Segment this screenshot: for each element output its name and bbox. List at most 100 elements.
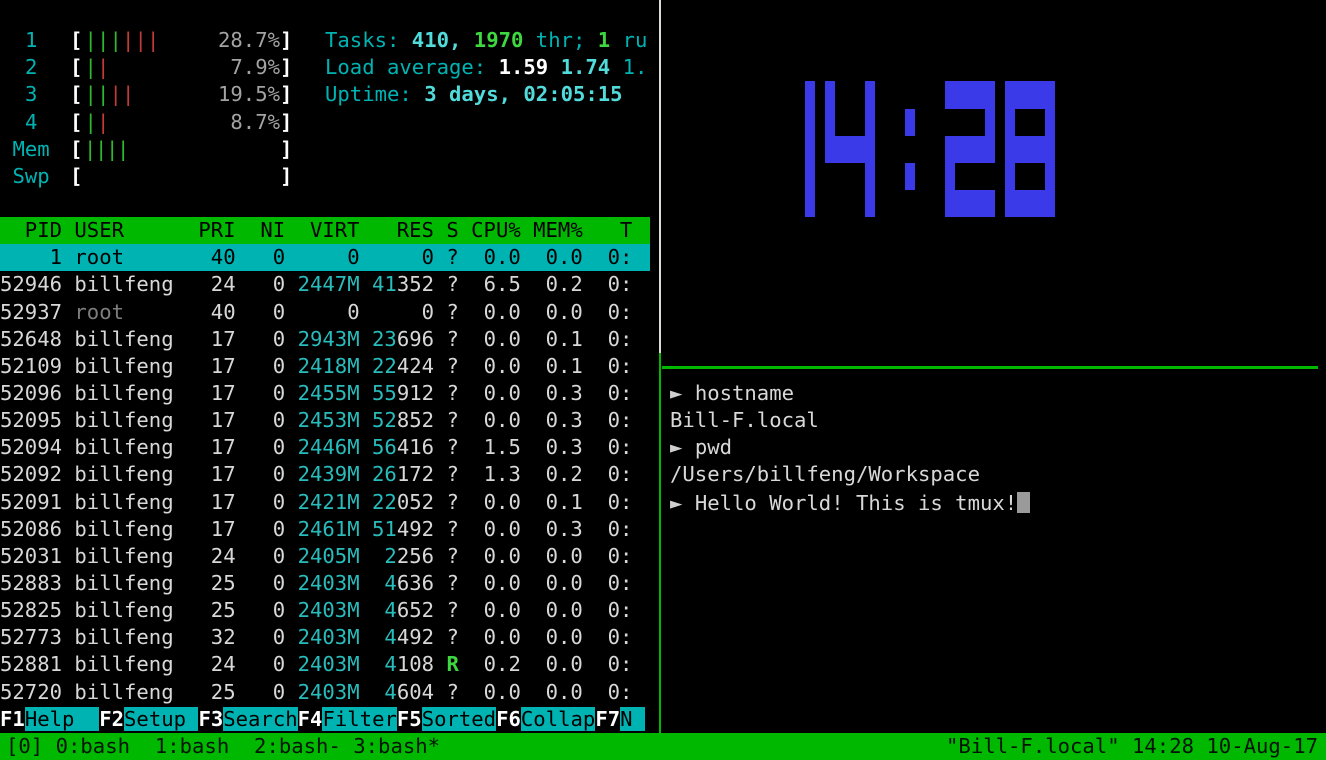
status-window-2bash[interactable]: 2:bash- xyxy=(254,733,341,758)
meter-open-bracket: [ xyxy=(70,163,83,188)
cell-user: root xyxy=(74,299,199,324)
cell-res-pad xyxy=(360,598,385,622)
fkey-label: Collap xyxy=(520,706,596,731)
cell-cpu-mem-time: 0.0 0.3 0: xyxy=(458,408,633,433)
cell-res-lo: 172 xyxy=(396,462,447,487)
tasks-line-seg: ru xyxy=(622,28,648,53)
cell-user: billfeng xyxy=(74,598,199,623)
process-row[interactable]: 52091 billfeng 17 0 2421M 22052 ? 0.0 0.… xyxy=(0,489,650,516)
cell-res-hi: 2 xyxy=(384,543,397,568)
cell-virt: 2421M xyxy=(297,489,360,514)
cell-virt: 2943M xyxy=(297,326,360,351)
cell-res-pad xyxy=(360,462,372,486)
fkey-f6[interactable]: F6Collap xyxy=(496,706,596,731)
clock-cell xyxy=(865,81,876,109)
process-row[interactable]: 52881 billfeng 24 0 2403M 4108 R 0.2 0.0… xyxy=(0,651,650,678)
cpu-percent: 8.7% xyxy=(230,109,280,134)
cell-state: ? xyxy=(446,489,459,514)
cell-pid: 52773 xyxy=(0,625,75,650)
tmux-status-bar: [0] 0:bash 1:bash 2:bash- 3:bash* "Bill-… xyxy=(0,732,1326,760)
process-row[interactable]: 52109 billfeng 17 0 2418M 22424 ? 0.0 0.… xyxy=(0,353,650,380)
status-session-info: "Bill-F.local" 14:28 10-Aug-17 xyxy=(946,733,1318,758)
fkey-f5[interactable]: F5Sorted xyxy=(397,706,497,731)
process-row[interactable]: 52883 billfeng 25 0 2403M 4636 ? 0.0 0.0… xyxy=(0,570,650,597)
load-average-line-seg: 1. xyxy=(622,55,648,80)
status-window-0bash[interactable]: 0:bash xyxy=(55,733,131,758)
cell-cpu-mem-time: 0.0 0.0 0: xyxy=(458,571,633,595)
cell-cpu-mem-time: 0.0 0.0 0: xyxy=(458,299,633,324)
tasks-line-seg: 1 xyxy=(597,28,623,53)
process-row[interactable]: 52946 billfeng 24 0 2447M 41352 ? 6.5 0.… xyxy=(0,271,650,298)
cell-state: R xyxy=(446,652,459,677)
process-table-header[interactable]: PID USER PRI NI VIRT RES S CPU% MEM% T xyxy=(0,217,650,245)
cpu-meter-label: 2 xyxy=(25,55,38,80)
fkey-f7[interactable]: F7N xyxy=(595,706,645,731)
shell-text: hostname xyxy=(694,381,795,405)
clock-cell xyxy=(975,135,986,164)
process-row[interactable]: 1 root 40 0 0 0 ? 0.0 0.0 0: xyxy=(0,244,650,272)
fkey-f1[interactable]: F1Help xyxy=(0,706,100,731)
cell-res-hi: 4 xyxy=(384,679,397,704)
clock-cell xyxy=(1045,81,1056,109)
fkey-number: F7 xyxy=(595,706,621,731)
cell-res-lo: 424 xyxy=(396,353,447,378)
cell-pid: 52109 xyxy=(0,353,75,378)
clock-cell xyxy=(1005,162,1016,191)
process-row[interactable]: 52096 billfeng 17 0 2455M 55912 ? 0.0 0.… xyxy=(0,380,650,407)
load-average-line-seg: Load average: xyxy=(325,55,499,80)
cpu-bar-red: | xyxy=(147,28,160,53)
load-average-line-seg: 1.74 xyxy=(560,55,623,80)
cell-state: ? xyxy=(446,598,459,623)
cpu-bar-green: | xyxy=(97,82,110,107)
cell-res-hi: 55 xyxy=(372,381,397,405)
process-row[interactable]: 52031 billfeng 24 0 2405M 2256 ? 0.0 0.0… xyxy=(0,543,650,570)
tasks-line-seg: thr; xyxy=(535,28,598,53)
cell-res-pad xyxy=(360,625,385,649)
fkey-f2[interactable]: F2Setup xyxy=(99,706,199,731)
cell-cpu-mem-time: 0.0 0.0 0: xyxy=(458,245,633,270)
fkey-f3[interactable]: F3Search xyxy=(198,706,298,731)
process-row[interactable]: 52092 billfeng 17 0 2439M 26172 ? 1.3 0.… xyxy=(0,461,650,488)
cpu-percent: 28.7% xyxy=(218,28,280,53)
meter-open-bracket: [ xyxy=(70,55,83,80)
status-window-1bash[interactable]: 1:bash xyxy=(154,733,230,758)
fkey-number: F1 xyxy=(0,706,25,731)
process-row[interactable]: 52773 billfeng 32 0 2403M 4492 ? 0.0 0.0… xyxy=(0,624,650,651)
cell-user: billfeng xyxy=(74,462,199,487)
clock-cell xyxy=(1005,135,1016,164)
process-row[interactable]: 52648 billfeng 17 0 2943M 23696 ? 0.0 0.… xyxy=(0,326,650,353)
clock-cell xyxy=(985,81,996,109)
fkey-f4[interactable]: F4Filter xyxy=(298,706,397,731)
process-row[interactable]: 52086 billfeng 17 0 2461M 51492 ? 0.0 0.… xyxy=(0,516,650,543)
process-row[interactable]: 52825 billfeng 25 0 2403M 4652 ? 0.0 0.0… xyxy=(0,597,650,624)
load-average-line-seg: 1.59 xyxy=(498,55,561,80)
process-row[interactable]: 52094 billfeng 17 0 2446M 56416 ? 1.5 0.… xyxy=(0,434,650,461)
cell-user: billfeng xyxy=(74,625,199,650)
htop-pane: 1[| | | | | | 28.7%] 2[| | 7.9%] 3[| | | | 19.5%] 4[| | 8… xyxy=(0,0,655,733)
cell-pid: 52825 xyxy=(0,598,75,623)
cell-pri-ni: 32 0 xyxy=(198,625,298,650)
cell-pid: 52720 xyxy=(0,679,75,704)
cpu-bar-green: | xyxy=(84,55,97,80)
cell-res-lo: 636 xyxy=(396,571,447,595)
mem-bar-green: | xyxy=(95,136,108,161)
status-window-3bash[interactable]: 3:bash* xyxy=(353,733,441,758)
cell-pri-ni: 25 0 xyxy=(198,679,298,704)
process-row[interactable]: 52937 root 40 0 0 0 ? 0.0 0.0 0: xyxy=(0,299,650,326)
cpu-bar-red: | xyxy=(97,55,110,80)
cell-res-pad xyxy=(360,300,422,324)
cell-cpu-mem-time: 0.0 0.1 0: xyxy=(458,353,633,378)
clock-cell xyxy=(1045,189,1056,218)
shell-pane[interactable]: ► hostname Bill-F.local ► pwd/Users/billfe… xyxy=(662,368,1326,733)
prompt-arrow-icon: ► xyxy=(670,381,695,405)
cell-state: ? xyxy=(446,245,459,270)
mem-bar-green: | xyxy=(84,136,97,161)
process-row[interactable]: 52095 billfeng 17 0 2453M 52852 ? 0.0 0.… xyxy=(0,407,650,434)
cpu-meter-3: 3[| | | | 19.5%] xyxy=(0,81,655,108)
cell-res-lo: 912 xyxy=(396,381,447,405)
process-row[interactable]: 52720 billfeng 25 0 2403M 4604 ? 0.0 0.0… xyxy=(0,679,650,706)
terminal-cursor[interactable] xyxy=(1017,491,1030,513)
cell-pid: 52648 xyxy=(0,326,75,351)
clock-cell xyxy=(1015,135,1026,164)
